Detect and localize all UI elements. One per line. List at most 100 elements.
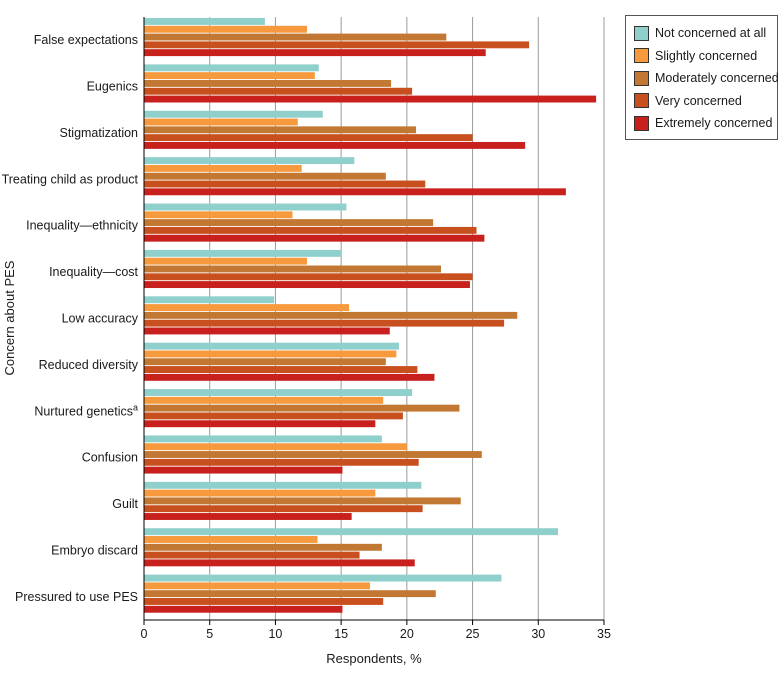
category-label: Treating child as product	[2, 172, 139, 186]
x-tick-label: 35	[597, 627, 611, 641]
bar-moderately-concerned	[144, 126, 417, 134]
legend-swatch	[634, 93, 649, 109]
axes	[143, 17, 604, 621]
category-label: Guilt	[112, 497, 138, 511]
legend-swatch	[634, 25, 649, 41]
x-tick-label: 20	[400, 627, 414, 641]
category-label-text: Inequality—cost	[49, 265, 138, 279]
legend-item: Not concerned at all	[634, 22, 777, 45]
x-tick-label: 0	[141, 627, 148, 641]
category-label: Eugenics	[87, 80, 138, 94]
bar-very-concerned	[144, 87, 413, 95]
y-axis-title: Concern about PES	[2, 260, 17, 375]
legend-label: Very concerned	[655, 93, 742, 108]
category-label: False expectations	[34, 33, 138, 47]
x-tick-label: 25	[466, 627, 480, 641]
category-label-text: Confusion	[82, 451, 138, 465]
bar-very-concerned	[144, 41, 530, 49]
category-label: Reduced diversity	[39, 358, 139, 372]
bar-slightly-concerned	[144, 211, 293, 219]
legend-swatch	[634, 115, 649, 131]
bar-very-concerned	[144, 273, 473, 281]
bar-not-concerned-at-all	[144, 481, 422, 489]
category-label: Low accuracy	[62, 312, 139, 326]
legend-item: Extremely concerned	[634, 112, 777, 135]
bar-very-concerned	[144, 366, 418, 373]
legend-swatch	[634, 48, 649, 64]
bar-not-concerned-at-all	[144, 296, 275, 304]
bar-slightly-concerned	[144, 304, 350, 312]
bar-not-concerned-at-all	[144, 389, 413, 396]
legend-label: Not concerned at all	[655, 26, 767, 41]
legend-label: Extremely concerned	[655, 116, 773, 131]
bar-not-concerned-at-all	[144, 342, 399, 350]
bar-extremely-concerned	[144, 234, 485, 242]
legend: Not concerned at all Slightly concerned Mo…	[625, 15, 779, 140]
bar-extremely-concerned	[144, 141, 526, 149]
bar-very-concerned	[144, 551, 360, 559]
bar-very-concerned	[144, 458, 419, 466]
bar-extremely-concerned	[144, 373, 435, 381]
bar-very-concerned	[144, 505, 423, 513]
legend-label: Slightly concerned	[655, 48, 758, 63]
bar-extremely-concerned	[144, 95, 597, 103]
bar-extremely-concerned	[144, 420, 376, 428]
category-label-text: False expectations	[34, 33, 138, 47]
bar-moderately-concerned	[144, 79, 392, 87]
bar-extremely-concerned	[144, 49, 486, 57]
category-label-text: Pressured to use PES	[15, 590, 138, 604]
bar-moderately-concerned	[144, 497, 461, 505]
category-label: Inequality—ethnicity	[26, 219, 139, 233]
x-tick-label: 30	[531, 627, 545, 641]
bar-moderately-concerned	[144, 358, 386, 366]
bar-not-concerned-at-all	[144, 64, 319, 72]
bar-extremely-concerned	[144, 281, 470, 289]
bar-slightly-concerned	[144, 489, 376, 497]
bar-moderately-concerned	[144, 33, 447, 41]
bar-very-concerned	[144, 319, 505, 327]
bar-moderately-concerned	[144, 219, 434, 227]
category-label-text: Guilt	[112, 497, 138, 511]
bar-slightly-concerned	[144, 118, 298, 126]
x-tick-label: 15	[334, 627, 348, 641]
category-label-text: Stigmatization	[59, 126, 138, 140]
bar-moderately-concerned	[144, 590, 436, 598]
bar-moderately-concerned	[144, 265, 442, 273]
bar-not-concerned-at-all	[144, 110, 323, 118]
x-tick-label: 10	[268, 627, 282, 641]
bar-extremely-concerned	[144, 513, 352, 520]
category-label: Pressured to use PES	[15, 590, 138, 604]
bar-very-concerned	[144, 412, 403, 420]
bar-not-concerned-at-all	[144, 528, 558, 536]
category-label-text: Nurtured genetics	[34, 404, 133, 418]
bar-very-concerned	[144, 180, 426, 188]
bar-slightly-concerned	[144, 257, 307, 265]
bar-moderately-concerned	[144, 172, 386, 180]
bar-moderately-concerned	[144, 543, 382, 551]
bar-very-concerned	[144, 134, 473, 142]
bar-extremely-concerned	[144, 327, 390, 335]
x-ticks: 0 5 10 15 20 25 30 35	[141, 620, 611, 641]
bar-slightly-concerned	[144, 72, 315, 80]
bar-slightly-concerned	[144, 536, 318, 543]
bar-not-concerned-at-all	[144, 157, 355, 165]
category-label-text: Reduced diversity	[39, 358, 139, 372]
legend-swatch	[634, 70, 649, 86]
category-label-text: Low accuracy	[62, 312, 139, 326]
bars	[144, 18, 597, 613]
bar-very-concerned	[144, 598, 384, 605]
bar-extremely-concerned	[144, 466, 343, 474]
bar-slightly-concerned	[144, 25, 307, 33]
bar-extremely-concerned	[144, 559, 415, 567]
bar-slightly-concerned	[144, 396, 384, 404]
bar-not-concerned-at-all	[144, 249, 342, 257]
bar-moderately-concerned	[144, 404, 460, 412]
category-label-text: Embryo discard	[51, 543, 138, 557]
bar-slightly-concerned	[144, 582, 371, 590]
legend-item: Slightly concerned	[634, 45, 777, 68]
x-axis-title: Respondents, %	[326, 651, 422, 666]
bar-slightly-concerned	[144, 350, 397, 358]
bar-very-concerned	[144, 226, 477, 234]
bar-moderately-concerned	[144, 451, 482, 458]
